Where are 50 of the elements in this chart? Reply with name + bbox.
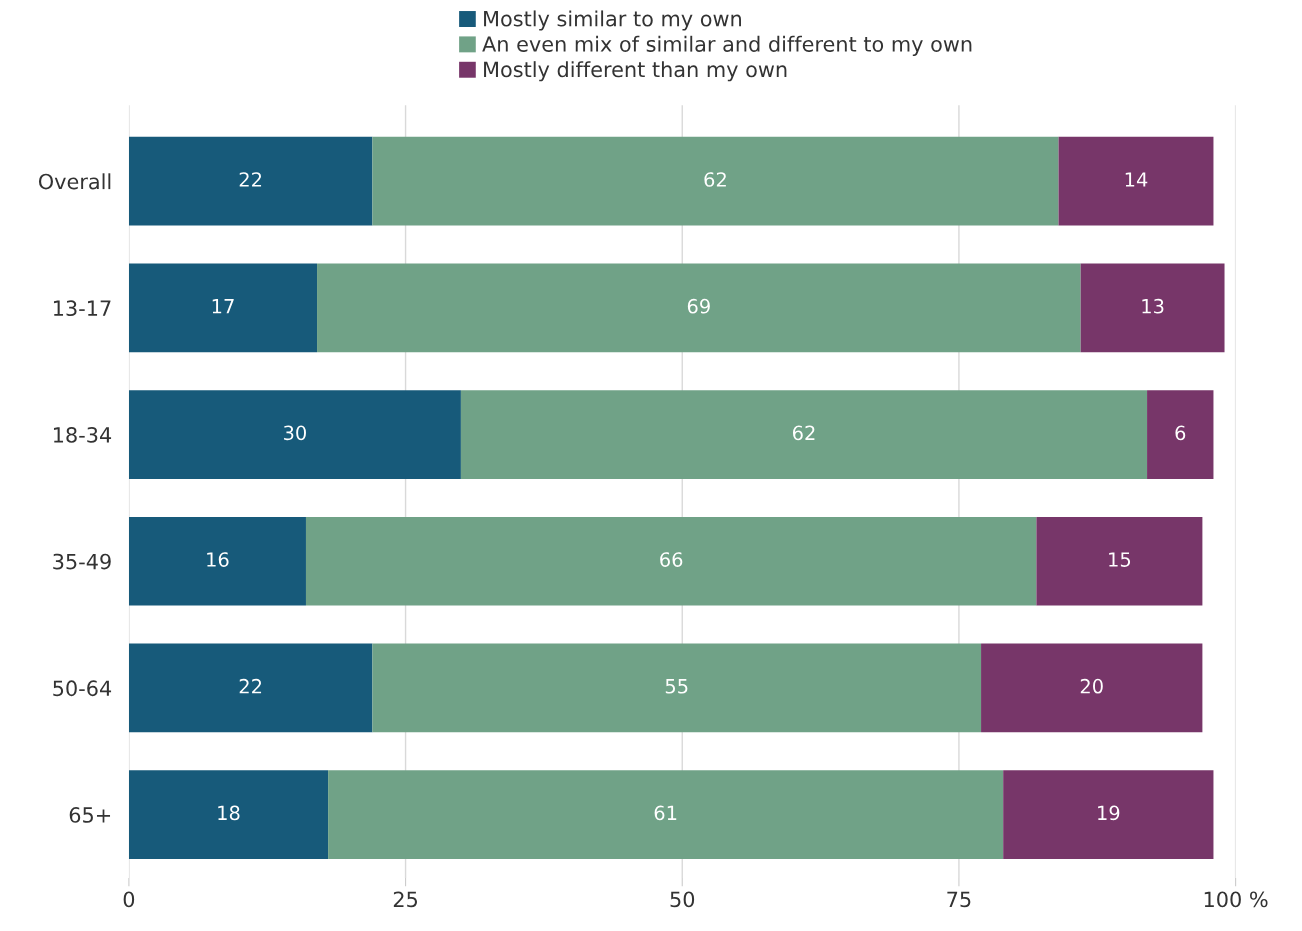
y-tick-label: 50-64: [53, 680, 112, 697]
legend-label: An even mix of similar and different to my own: [482, 35, 972, 56]
bar: [1080, 263, 1225, 353]
y-tick-label: 18-34: [53, 427, 112, 443]
bar: [372, 643, 982, 733]
bar: [128, 390, 461, 479]
y-tick-label: 35-49: [53, 553, 111, 570]
data-label: 69: [687, 298, 710, 314]
bar: [128, 643, 373, 733]
data-label: 19: [1098, 805, 1120, 821]
data-label: 18: [218, 805, 240, 821]
data-label: 62: [792, 425, 815, 441]
x-tick-label: 25: [393, 891, 418, 908]
data-label: 62: [704, 172, 726, 187]
data-label: 15: [1109, 552, 1131, 567]
bar: [128, 136, 373, 226]
bar: [1147, 390, 1214, 479]
x-tick-label: 50: [670, 891, 695, 908]
x-tick-label: 0: [123, 891, 135, 908]
x-tick-label: 75: [947, 891, 971, 908]
data-label: 61: [654, 805, 677, 821]
data-label: 22: [239, 172, 262, 187]
data-label: 14: [1125, 172, 1148, 187]
bar: [981, 643, 1203, 733]
data-label: 22: [239, 678, 262, 694]
data-label: 16: [207, 552, 229, 567]
bar: [1036, 516, 1203, 606]
y-tick-label: Overall: [38, 173, 111, 190]
data-label: 17: [212, 299, 234, 314]
data-label: 6: [1175, 425, 1186, 441]
data-label: 30: [284, 425, 306, 441]
bar: [328, 770, 1004, 859]
legend-label: Mostly different than my own: [484, 61, 787, 82]
bar: [128, 770, 329, 859]
x-tick-label: 100 %: [1204, 891, 1268, 908]
y-tick-label: 13-17: [53, 300, 111, 317]
bar: [128, 263, 318, 353]
data-label: 20: [1080, 678, 1103, 694]
bar: [372, 136, 1059, 226]
y-tick-label: 65+: [69, 807, 111, 823]
legend-label: Mostly similar to my own: [484, 10, 741, 31]
data-label: 55: [665, 679, 688, 694]
bar: [305, 516, 1037, 606]
bar: [460, 390, 1148, 479]
bar: [317, 263, 1081, 353]
bar: [128, 516, 306, 606]
bar: [1003, 770, 1214, 859]
data-label: 66: [660, 552, 683, 567]
bar: [1058, 136, 1214, 226]
data-label: 13: [1142, 298, 1164, 314]
